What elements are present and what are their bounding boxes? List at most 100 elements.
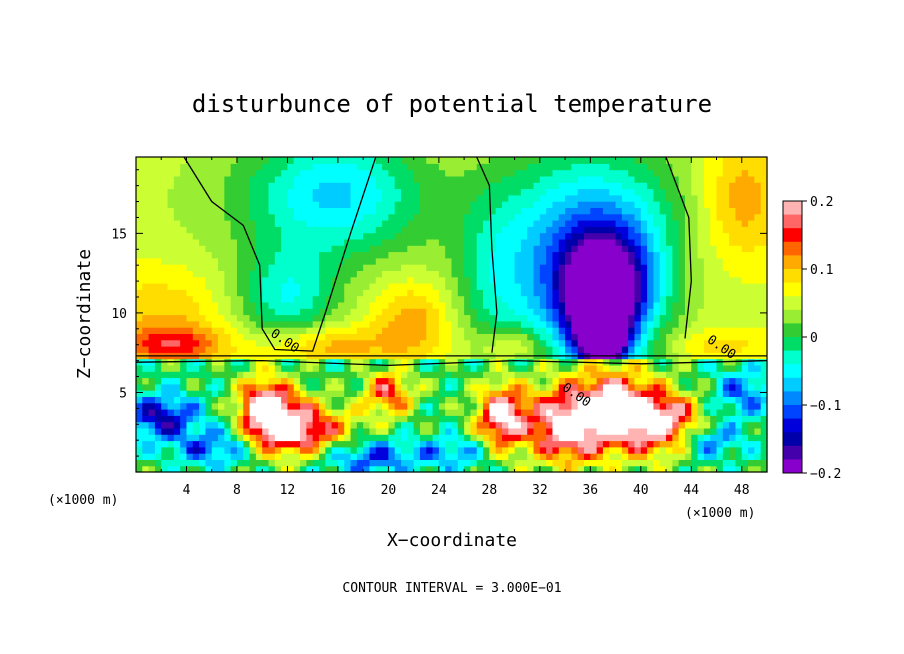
heatmap-cell [211, 188, 219, 196]
heatmap-cell [192, 383, 200, 391]
heatmap-cell [508, 314, 516, 322]
heatmap-cell [584, 421, 591, 429]
heatmap-cell [565, 421, 572, 429]
heatmap-cell [445, 245, 453, 253]
heatmap-cell [508, 201, 516, 208]
heatmap-cell [344, 339, 352, 347]
heatmap-cell [451, 289, 459, 297]
heatmap-cell [501, 264, 509, 271]
heatmap-cell [388, 157, 396, 164]
heatmap-cell [684, 333, 692, 341]
heatmap-cell [659, 440, 667, 448]
heatmap-cell [407, 169, 415, 177]
heatmap-cell [760, 465, 768, 473]
heatmap-cell [243, 201, 251, 208]
heatmap-cell [350, 427, 358, 435]
heatmap-cell [382, 301, 389, 309]
heatmap-cell [255, 289, 263, 297]
heatmap-cell [634, 415, 642, 423]
heatmap-cell [432, 264, 440, 271]
heatmap-cell [697, 459, 705, 467]
heatmap-cell [678, 434, 686, 442]
heatmap-cell [489, 245, 497, 253]
heatmap-cell [438, 283, 446, 290]
heatmap-cell [287, 194, 295, 202]
heatmap-cell [293, 339, 301, 347]
heatmap-cell [438, 308, 446, 316]
heatmap-cell [552, 232, 560, 240]
heatmap-cell [243, 402, 251, 410]
heatmap-cell [419, 213, 427, 221]
heatmap-cell [356, 371, 364, 379]
heatmap-cell [350, 188, 358, 196]
heatmap-cell [628, 264, 636, 271]
heatmap-cell [659, 213, 667, 221]
heatmap-cell [211, 270, 219, 278]
heatmap-cell [318, 163, 326, 171]
heatmap-cell [344, 364, 352, 372]
heatmap-cell [565, 289, 572, 297]
heatmap-cell [255, 257, 263, 265]
heatmap-cell [154, 346, 162, 353]
heatmap-cell [394, 465, 402, 473]
heatmap-cell [438, 207, 446, 215]
heatmap-cell [533, 459, 541, 467]
heatmap-cell [678, 421, 686, 429]
heatmap-cell [634, 440, 642, 448]
heatmap-cell [621, 257, 629, 265]
heatmap-cell [401, 409, 408, 416]
heatmap-cell [445, 358, 453, 366]
heatmap-cell [293, 163, 301, 171]
heatmap-cell [287, 238, 295, 246]
heatmap-cell [388, 314, 396, 322]
heatmap-cell [306, 169, 314, 177]
heatmap-cell [148, 465, 156, 473]
heatmap-cell [760, 182, 768, 190]
heatmap-cell [451, 276, 459, 284]
heatmap-cell [205, 402, 213, 410]
heatmap-cell [590, 257, 598, 265]
heatmap-cell [571, 440, 579, 448]
heatmap-cell [647, 434, 655, 442]
heatmap-cell [748, 364, 755, 372]
heatmap-cell [350, 421, 358, 429]
heatmap-cell [760, 213, 768, 221]
heatmap-cell [356, 327, 364, 334]
heatmap-cell [628, 207, 636, 215]
heatmap-cell [741, 320, 749, 328]
heatmap-cell [407, 377, 415, 385]
heatmap-cell [489, 308, 497, 316]
heatmap-cell [243, 333, 251, 341]
heatmap-cell [558, 245, 566, 253]
heatmap-cell [438, 427, 446, 435]
heatmap-cell [501, 245, 509, 253]
heatmap-cell [394, 364, 402, 372]
heatmap-cell [300, 377, 307, 385]
heatmap-cell [205, 238, 213, 246]
heatmap-cell [205, 232, 213, 240]
heatmap-cell [754, 390, 762, 397]
heatmap-cell [369, 182, 377, 190]
heatmap-cell [659, 327, 667, 334]
heatmap-cell [451, 226, 459, 234]
heatmap-cell [445, 377, 453, 385]
heatmap-cell [640, 301, 648, 309]
heatmap-cell [331, 390, 339, 397]
heatmap-cell [748, 446, 755, 454]
heatmap-cell [602, 358, 610, 366]
heatmap-cell [205, 301, 213, 309]
heatmap-cell [710, 295, 718, 303]
heatmap-cell [369, 308, 377, 316]
heatmap-cell [224, 409, 232, 416]
heatmap-cell [426, 232, 434, 240]
heatmap-cell [565, 383, 572, 391]
heatmap-cell [464, 383, 472, 391]
heatmap-cell [508, 276, 516, 284]
heatmap-cell [483, 257, 490, 265]
heatmap-cell [653, 346, 661, 353]
heatmap-cell [419, 232, 427, 240]
heatmap-cell [300, 383, 307, 391]
heatmap-cell [628, 289, 636, 297]
heatmap-cell [388, 175, 396, 183]
heatmap-cell [167, 364, 175, 372]
